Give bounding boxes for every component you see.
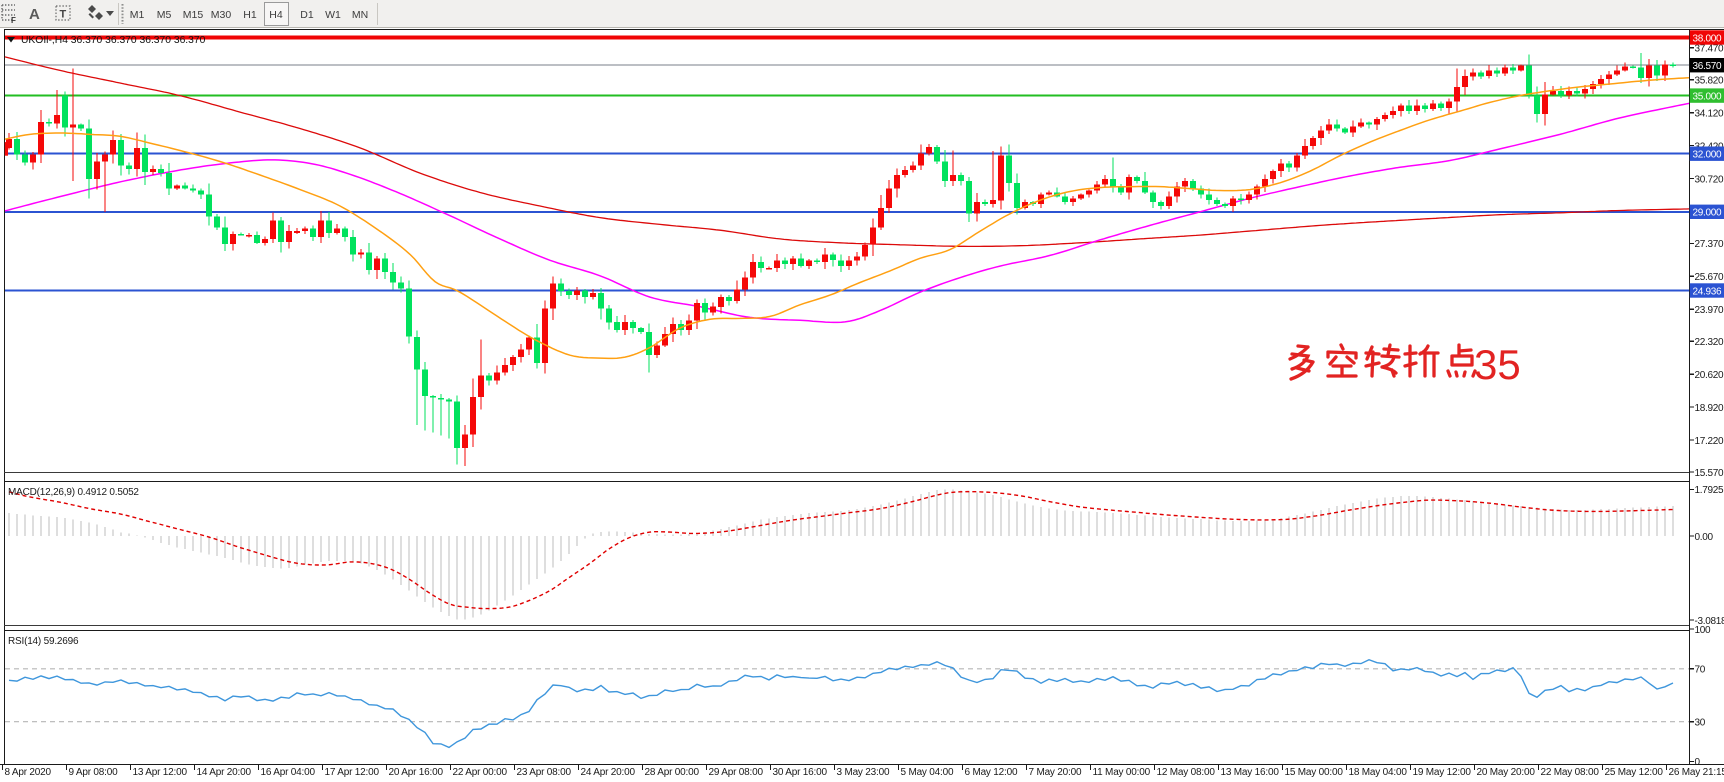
svg-text:15.570: 15.570 [1695, 468, 1724, 479]
svg-text:23 Apr 08:00: 23 Apr 08:00 [517, 767, 572, 778]
svg-text:1.7925: 1.7925 [1695, 485, 1724, 496]
svg-text:H4: H4 [269, 9, 283, 21]
svg-text:29.000: 29.000 [1693, 208, 1723, 219]
svg-text:22.320: 22.320 [1695, 337, 1724, 348]
svg-text:28 Apr 00:00: 28 Apr 00:00 [645, 767, 700, 778]
svg-text:34.120: 34.120 [1695, 109, 1724, 120]
svg-text:A: A [29, 6, 40, 23]
svg-text:37.470: 37.470 [1695, 44, 1724, 55]
svg-text:25 May 12:00: 25 May 12:00 [1605, 767, 1664, 778]
svg-text:F: F [11, 16, 16, 25]
svg-text:35.000: 35.000 [1693, 91, 1723, 102]
svg-text:T: T [60, 9, 67, 21]
svg-text:MACD(12,26,9) 0.4912 0.5052: MACD(12,26,9) 0.4912 0.5052 [8, 487, 139, 498]
svg-text:3 May 23:00: 3 May 23:00 [837, 767, 890, 778]
svg-text:W1: W1 [325, 9, 341, 21]
svg-text:H1: H1 [243, 9, 257, 21]
svg-text:5 May 04:00: 5 May 04:00 [901, 767, 954, 778]
svg-text:RSI(14) 59.2696: RSI(14) 59.2696 [8, 636, 79, 647]
svg-text:35: 35 [1474, 341, 1521, 388]
svg-text:26 May 21:15: 26 May 21:15 [1669, 767, 1724, 778]
svg-text:8 Apr 2020: 8 Apr 2020 [5, 767, 52, 778]
svg-text:30.720: 30.720 [1695, 174, 1724, 185]
svg-text:15 May 00:00: 15 May 00:00 [1285, 767, 1344, 778]
svg-text:29 Apr 08:00: 29 Apr 08:00 [709, 767, 764, 778]
svg-text:20 May 20:00: 20 May 20:00 [1477, 767, 1536, 778]
svg-text:36.570: 36.570 [1693, 61, 1723, 72]
svg-text:UKOIl-,H4 36.370 36.370 36.37: UKOIl-,H4 36.370 36.370 36.370 36.370 [21, 35, 206, 46]
svg-text:9 Apr 08:00: 9 Apr 08:00 [69, 767, 119, 778]
svg-text:12 May 08:00: 12 May 08:00 [1157, 767, 1216, 778]
svg-text:M15: M15 [183, 9, 204, 21]
svg-text:17.220: 17.220 [1695, 436, 1724, 447]
svg-text:0: 0 [1695, 757, 1701, 768]
svg-text:32.000: 32.000 [1693, 150, 1723, 161]
svg-text:100: 100 [1695, 625, 1712, 636]
svg-text:D1: D1 [300, 9, 314, 21]
svg-text:27.370: 27.370 [1695, 239, 1724, 250]
svg-text:30: 30 [1695, 718, 1706, 729]
svg-text:17 Apr 12:00: 17 Apr 12:00 [325, 767, 380, 778]
svg-text:11 May 00:00: 11 May 00:00 [1093, 767, 1151, 778]
svg-text:13 May 16:00: 13 May 16:00 [1221, 767, 1280, 778]
svg-text:18 May 04:00: 18 May 04:00 [1349, 767, 1408, 778]
svg-text:MN: MN [352, 9, 368, 21]
svg-text:35.820: 35.820 [1695, 76, 1724, 87]
svg-text:19 May 12:00: 19 May 12:00 [1413, 767, 1472, 778]
svg-text:38.000: 38.000 [1693, 33, 1723, 44]
svg-text:16 Apr 04:00: 16 Apr 04:00 [261, 767, 316, 778]
svg-text:M30: M30 [211, 9, 232, 21]
svg-text:24 Apr 20:00: 24 Apr 20:00 [581, 767, 636, 778]
svg-text:25.670: 25.670 [1695, 272, 1724, 283]
svg-text:24.936: 24.936 [1693, 286, 1723, 297]
svg-text:70: 70 [1695, 665, 1706, 676]
svg-text:13 Apr 12:00: 13 Apr 12:00 [133, 767, 188, 778]
svg-text:M5: M5 [157, 9, 172, 21]
svg-text:-3.0818: -3.0818 [1695, 616, 1724, 627]
svg-text:18.920: 18.920 [1695, 403, 1724, 414]
svg-text:20.620: 20.620 [1695, 370, 1724, 381]
svg-text:23.970: 23.970 [1695, 305, 1724, 316]
svg-text:14 Apr 20:00: 14 Apr 20:00 [197, 767, 252, 778]
svg-text:22 Apr 00:00: 22 Apr 00:00 [453, 767, 508, 778]
svg-text:30 Apr 16:00: 30 Apr 16:00 [773, 767, 828, 778]
svg-text:7 May 20:00: 7 May 20:00 [1029, 767, 1082, 778]
svg-text:M1: M1 [130, 9, 145, 21]
svg-text:20 Apr 16:00: 20 Apr 16:00 [389, 767, 444, 778]
svg-text:6 May 12:00: 6 May 12:00 [965, 767, 1018, 778]
svg-text:22 May 08:00: 22 May 08:00 [1541, 767, 1600, 778]
svg-text:0.00: 0.00 [1695, 532, 1714, 543]
